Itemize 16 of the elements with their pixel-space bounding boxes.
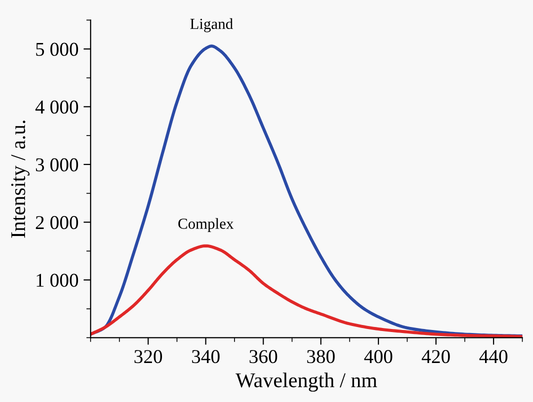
x-tick-label: 440 bbox=[479, 350, 508, 364]
x-tick-label: 400 bbox=[364, 350, 392, 364]
x-tick-label: 380 bbox=[307, 350, 335, 364]
x-tick-label: 420 bbox=[422, 350, 450, 364]
x-axis-title: Wavelength / nm bbox=[236, 372, 378, 392]
y-tick-label: 3 000 bbox=[36, 158, 78, 172]
series-label: Ligand bbox=[190, 18, 233, 32]
y-tick-label: 5 000 bbox=[36, 42, 78, 56]
x-tick-label: 360 bbox=[250, 350, 278, 364]
y-tick-label: 4 000 bbox=[35, 100, 78, 114]
x-tick-label: 340 bbox=[192, 350, 220, 364]
y-axis-title: Intensity / a.u. bbox=[11, 120, 30, 238]
series-label: Complex bbox=[178, 218, 234, 232]
y-tick-label: 1 000 bbox=[36, 274, 78, 287]
y-tick-label: 2 000 bbox=[36, 216, 78, 230]
x-tick-label: 320 bbox=[134, 350, 162, 364]
